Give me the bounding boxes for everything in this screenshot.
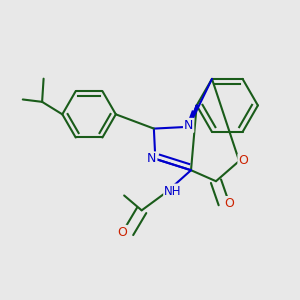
Text: O: O (238, 154, 248, 167)
Text: N: N (147, 152, 157, 165)
Text: N: N (184, 119, 193, 132)
Text: NH: NH (164, 184, 182, 197)
Text: O: O (225, 197, 235, 210)
Text: O: O (117, 226, 127, 239)
